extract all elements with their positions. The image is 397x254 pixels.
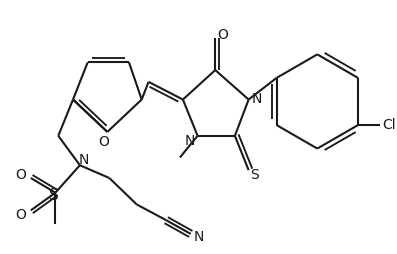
Text: O: O <box>98 134 109 148</box>
Text: N: N <box>193 229 204 243</box>
Text: O: O <box>15 208 27 221</box>
Text: N: N <box>251 91 262 105</box>
Text: Cl: Cl <box>383 118 396 132</box>
Text: O: O <box>15 167 27 181</box>
Text: S: S <box>48 187 58 202</box>
Text: S: S <box>250 167 259 181</box>
Text: N: N <box>79 153 89 167</box>
Text: N: N <box>185 133 195 147</box>
Text: O: O <box>218 28 229 42</box>
